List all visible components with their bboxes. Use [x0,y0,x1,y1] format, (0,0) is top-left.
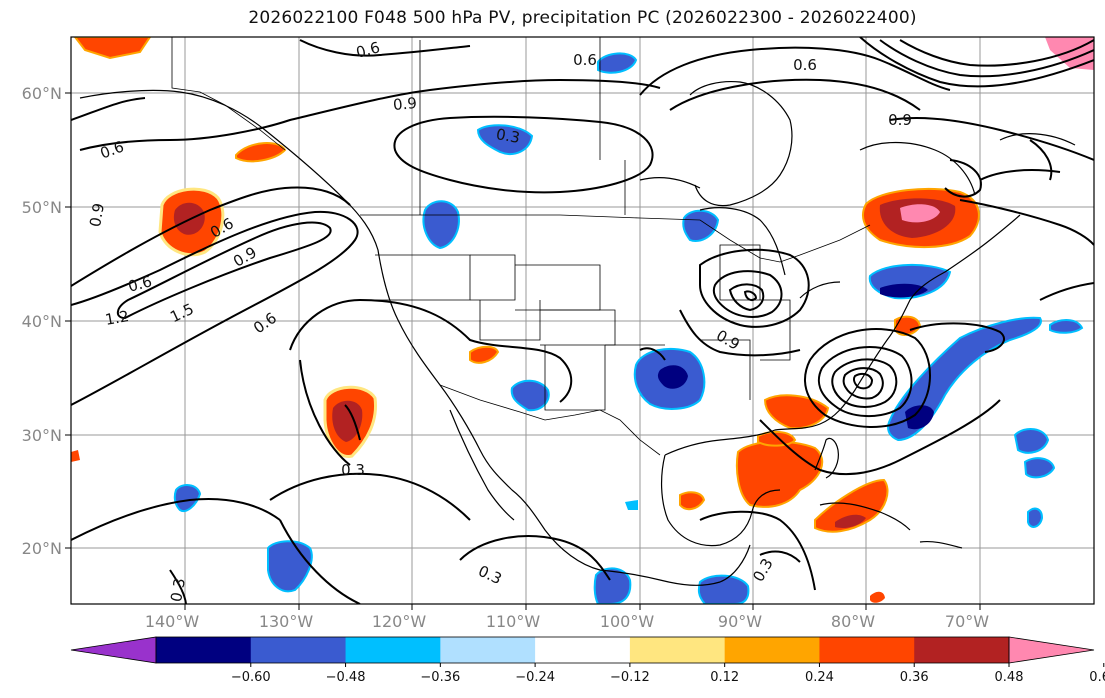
precip-negative-area [697,574,750,604]
colorbar-tick-label: −0.36 [420,670,460,685]
lon-label: 100°W [600,612,655,631]
colorbar-extend-low [70,636,157,664]
precip-negative-area [1049,319,1084,334]
lat-label: 30°N [22,426,62,445]
colorbar-segment [156,637,252,663]
precip-positive-area [757,430,797,447]
precip-negative-area [880,283,928,298]
contour-label: 0.6 [126,272,154,296]
lat-label: 40°N [22,312,62,331]
contour-label: 0.9 [888,111,912,129]
lon-label: 70°W [945,612,989,631]
colorbar-segment [819,637,915,663]
colorbar-tick-label: −0.48 [326,670,366,685]
colorbar-segment [535,637,631,663]
colorbar-tick-label: −0.24 [515,670,555,685]
precip-negative-area [1027,507,1044,528]
lon-label: 90°W [718,612,762,631]
colorbar-tick-label: −0.60 [231,670,271,685]
precip-negative-area [422,200,460,250]
axis-ticks [65,92,981,610]
colorbar-tick-label: 0.60 [1089,670,1105,685]
precip-positive-area [894,315,922,336]
precip-positive-area [469,345,500,364]
colorbar-segment [629,637,726,663]
precip-negative-area [1023,457,1056,479]
colorbar-tick-label: 0.24 [805,670,834,685]
pv-contours [71,37,1094,604]
colorbar-tick-label: −0.12 [610,670,650,685]
latitude-labels: 60°N 50°N 40°N 30°N 20°N [22,84,62,558]
contour-label: 0.3 [495,125,522,147]
contour-label: 0.6 [354,38,382,62]
colorbar-tick-label: 0.48 [995,670,1024,685]
lat-label: 60°N [22,84,62,103]
precip-positive-area [1045,37,1094,70]
colorbar-segment [345,637,441,663]
colorbar-segment [440,637,536,663]
precip-negative-area [657,365,688,389]
precip-negative-area [476,124,534,155]
contour-label: 0.3 [167,577,189,604]
contour-label: 0.9 [392,94,417,114]
lon-label: 130°W [259,612,314,631]
precip-positive-area [679,491,706,511]
lat-label: 50°N [22,198,62,217]
lon-label: 110°W [486,612,541,631]
contour-label: 1.2 [104,307,131,329]
precip-negative-area [510,379,550,412]
lon-label: 120°W [372,612,427,631]
precip-positive-area [332,400,363,442]
colorbar-extend-high [1008,636,1095,664]
precip-negative-area [682,209,720,242]
longitude-labels: 140°W 130°W 120°W 110°W 100°W 90°W 80°W … [145,612,989,631]
precip-negative-area [173,484,202,512]
precip-positive-area [73,37,152,60]
colorbar-tick-label: 0.36 [900,670,929,685]
precip-positive-area [835,514,866,528]
lon-label: 80°W [831,612,875,631]
colorbar-segment [724,637,820,663]
colorbar-segment [914,637,1010,663]
precip-negative-area [905,405,934,430]
precip-negative-area [597,52,638,74]
contour-label: 0.6 [793,56,817,74]
colorbar-tick-label: 0.12 [710,670,739,685]
precip-negative-area [625,500,638,510]
contour-label: 0.3 [341,461,365,479]
figure-title: 2026022100 F048 500 hPa PV, precipitatio… [248,8,917,28]
precip-positive-area [71,450,80,462]
precip-positive-area [870,591,885,603]
precip-negative-area [1013,428,1050,454]
precip-positive-area [814,478,889,533]
contour-label: 0.6 [573,51,597,69]
lon-label: 140°W [145,612,200,631]
colorbar-segment [250,637,347,663]
colorbar: −0.60 −0.48 −0.36 −0.24 −0.12 0.12 0.24 0.36 0.4… [70,636,1105,685]
political-borders [171,37,871,456]
precip-negative-area [593,567,632,604]
lat-label: 20°N [22,539,62,558]
precip-positive-area [900,204,940,223]
contour-label: 0.9 [86,202,108,229]
